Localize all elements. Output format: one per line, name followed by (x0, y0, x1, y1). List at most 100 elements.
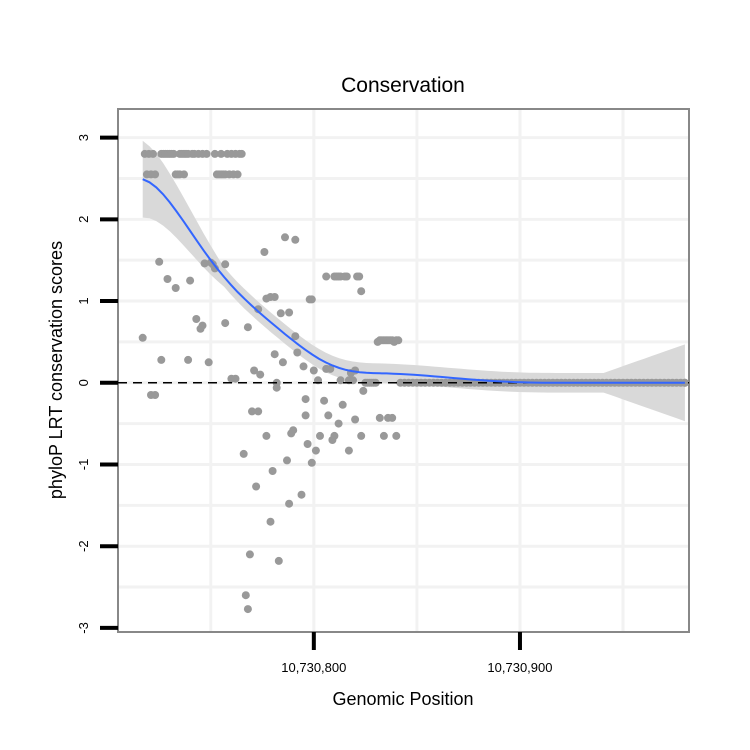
data-point (252, 482, 261, 491)
data-point (285, 308, 294, 317)
data-point (210, 264, 219, 273)
data-point (254, 407, 263, 416)
data-point (301, 395, 310, 404)
confidence-band-area (142, 140, 685, 422)
smooth-trend-line (142, 178, 685, 384)
data-point (171, 284, 180, 292)
y-tick-label: 1 (76, 297, 91, 304)
y-axis-title: phyloP LRT conservation scores (46, 241, 66, 499)
data-point (262, 431, 271, 440)
data-point (278, 358, 287, 367)
data-point (245, 550, 254, 559)
data-point (283, 456, 291, 465)
x-tick-label: 10,730,800 (281, 660, 346, 675)
data-point (379, 431, 388, 440)
data-point (307, 295, 316, 304)
data-point (180, 170, 188, 179)
data-point (237, 149, 246, 158)
data-point (316, 431, 324, 440)
data-point (163, 275, 172, 283)
data-point (293, 348, 302, 357)
data-point (276, 309, 285, 318)
data-point (281, 233, 289, 242)
x-axis-title: Genomic Position (332, 689, 473, 709)
data-point (320, 396, 329, 405)
data-point (326, 364, 335, 373)
data-point (169, 149, 178, 158)
y-tick-label: 2 (76, 216, 91, 223)
data-point (336, 376, 345, 385)
data-point (324, 411, 333, 420)
data-point (338, 400, 347, 409)
data-point (256, 370, 265, 379)
data-point (344, 446, 353, 455)
data-point (266, 517, 275, 526)
data-point (221, 319, 230, 328)
data-point (202, 149, 211, 158)
data-point (248, 407, 256, 416)
data-point (291, 332, 300, 341)
data-point (322, 272, 331, 281)
data-point (311, 446, 320, 455)
chart-title: Conservation (341, 74, 465, 97)
data-point (355, 272, 364, 281)
data-point (217, 149, 226, 158)
data-point (270, 293, 279, 301)
data-point (239, 449, 248, 458)
y-tick-label: -3 (76, 622, 91, 634)
x-axis: 10,730,800 10,730,900 (281, 632, 553, 675)
y-axis: 3 2 1 0 -1 -2 -3 (76, 134, 118, 634)
y-tick-label: 3 (76, 134, 91, 141)
data-point (394, 336, 403, 345)
x-tick-label: 10,730,900 (487, 660, 552, 675)
data-point (268, 467, 277, 475)
data-point (289, 426, 298, 435)
y-tick-label: 0 (76, 379, 91, 386)
data-point (309, 366, 318, 375)
data-point (260, 248, 269, 256)
data-point (233, 170, 242, 179)
data-point (297, 490, 306, 499)
data-point (210, 149, 219, 158)
y-tick-label: -1 (76, 459, 91, 471)
data-point (254, 305, 263, 314)
data-point (351, 415, 360, 424)
data-point (301, 411, 310, 420)
data-point (357, 287, 366, 296)
data-point (204, 358, 213, 367)
data-point (359, 386, 368, 395)
data-point (231, 374, 240, 383)
data-point (388, 413, 397, 422)
data-point (192, 315, 201, 323)
data-point (274, 556, 283, 565)
data-point (330, 431, 339, 440)
data-point (138, 333, 147, 342)
data-point (149, 149, 157, 158)
data-point (334, 419, 343, 428)
data-point (241, 591, 250, 600)
data-point (375, 413, 384, 422)
data-point (157, 355, 166, 364)
data-point (198, 321, 207, 330)
data-point (270, 350, 279, 359)
data-point (151, 170, 160, 179)
y-tick-label: -2 (76, 540, 91, 552)
data-point (151, 391, 160, 399)
data-point (184, 355, 193, 364)
data-point (221, 260, 230, 269)
data-point (357, 431, 366, 440)
data-point (285, 499, 294, 508)
data-point (200, 259, 209, 268)
data-point (342, 272, 351, 281)
data-point (243, 605, 252, 614)
data-point (243, 323, 252, 332)
data-point (299, 362, 308, 371)
data-point (155, 257, 164, 266)
data-point (392, 431, 401, 440)
data-point (250, 366, 259, 375)
data-point (303, 440, 312, 448)
data-point (186, 276, 195, 285)
data-point (272, 383, 281, 392)
confidence-band (142, 140, 685, 422)
